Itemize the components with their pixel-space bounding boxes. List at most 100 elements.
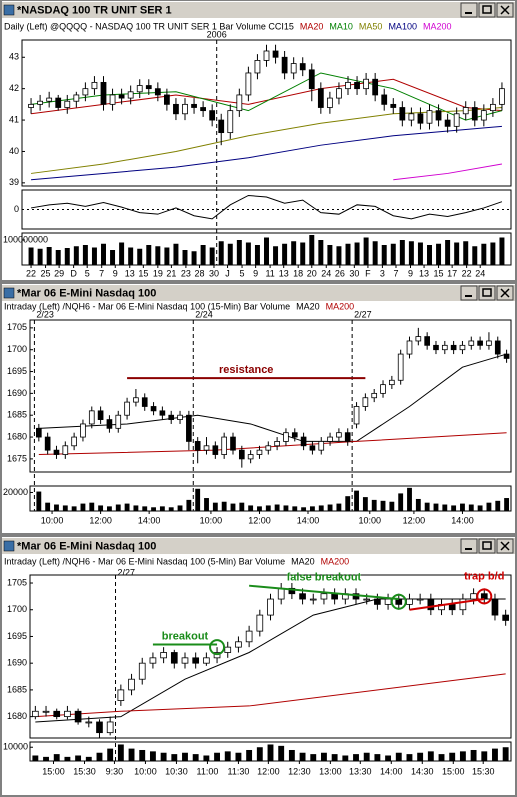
candle-body [186, 414, 192, 442]
candle-body [459, 598, 467, 611]
legend-entry: MA10 [329, 21, 353, 31]
volume-bar [273, 246, 279, 265]
y-tick-label: 1680 [7, 711, 27, 721]
volume-bar [460, 503, 465, 511]
candle-body [336, 88, 342, 99]
x-tick-label: 10:30 [165, 766, 188, 776]
maximize-button[interactable] [478, 2, 496, 18]
moving-average-line [30, 72, 503, 121]
candle-body [194, 441, 201, 451]
volume-bar [318, 240, 324, 265]
candle-body [256, 449, 263, 455]
candle-body [274, 441, 280, 447]
minimize-button[interactable] [460, 2, 478, 18]
candle-body [426, 110, 433, 124]
volume-bar [472, 246, 478, 265]
separator-label: 2/23 [36, 309, 54, 319]
candle-body [53, 449, 60, 455]
candle-body [82, 88, 89, 96]
volume-bar [267, 744, 274, 761]
volume-bar [203, 755, 210, 761]
volume-bar [82, 245, 88, 265]
candle-body [353, 406, 360, 425]
x-tick-label: 15:00 [42, 766, 65, 776]
annotation-line [409, 598, 485, 611]
candle-body [163, 94, 170, 105]
candle-body [444, 119, 451, 127]
volume-bar [318, 505, 324, 511]
volume-bar [282, 243, 288, 265]
x-tick-label: 9:30 [106, 766, 124, 776]
minimize-button[interactable] [460, 285, 478, 301]
volume-bar [209, 247, 215, 265]
candle-body [224, 646, 232, 653]
candle-body [55, 97, 62, 108]
maximize-button[interactable] [478, 285, 496, 301]
candle-body [154, 88, 161, 96]
window-frame [0, 282, 517, 535]
annotation-text: resistance [219, 364, 273, 376]
volume-bar [468, 504, 474, 511]
x-tick-label: 10:00 [41, 515, 64, 525]
annotation-circle [390, 593, 407, 610]
candle-body [384, 598, 392, 605]
candle-body [417, 113, 424, 124]
candle-body [390, 103, 397, 108]
minimize-button[interactable] [460, 538, 478, 554]
candle-body [397, 353, 404, 381]
candle-body [46, 97, 53, 102]
volume-bar [385, 755, 392, 761]
x-tick-label: 25 [41, 268, 51, 278]
volume-bar [291, 241, 297, 265]
candle-body [106, 419, 113, 429]
volume-bar [274, 504, 280, 511]
candle-body [37, 100, 44, 105]
candle-body [145, 85, 152, 90]
volume-bar [407, 487, 412, 511]
annotation-circle [476, 588, 493, 605]
candle-body [100, 81, 107, 105]
volume-bar [236, 240, 242, 265]
window-title: *Mar 06 E-Mini Nasdaq 100 [17, 287, 156, 299]
candle-body [433, 344, 439, 351]
x-tick-label: 12:00 [89, 515, 112, 525]
volume-bar [224, 751, 231, 761]
volume-bar [417, 242, 423, 265]
candle-body [109, 94, 116, 105]
x-tick-label: 9 [253, 268, 258, 278]
candle-body [247, 454, 254, 460]
x-tick-label: 14:00 [380, 766, 403, 776]
candle-body [415, 336, 422, 342]
volume-bar [168, 507, 174, 511]
volume-bar [492, 748, 498, 761]
y-tick-label: 1680 [7, 431, 27, 441]
candle-body [424, 336, 430, 346]
candle-body [320, 593, 328, 600]
x-tick-label: 11:30 [228, 766, 250, 776]
volume-bar [481, 243, 487, 265]
x-tick-label: 14:00 [138, 515, 161, 525]
x-tick-label: 19 [153, 268, 163, 278]
maximize-button[interactable] [478, 538, 496, 554]
x-tick-label: 11:00 [197, 766, 219, 776]
volume-bar [321, 752, 327, 761]
x-tick-label: 13:00 [319, 766, 342, 776]
volume-bar [212, 502, 218, 511]
x-tick-label: 15:30 [472, 766, 495, 776]
volume-bar [301, 507, 307, 511]
candle-body [486, 340, 492, 346]
volume-bar [504, 498, 510, 511]
moving-average-line [30, 78, 502, 115]
y-tick-label: 41 [9, 114, 19, 124]
candle-body [459, 344, 466, 351]
button-glyph [500, 5, 510, 15]
legend-entry: MA200 [423, 21, 452, 31]
candle-body [406, 340, 413, 355]
x-tick-label: F [365, 268, 371, 278]
volume-bar [363, 752, 370, 761]
volume-bar [353, 754, 359, 761]
candle-body [272, 50, 279, 58]
volume-bar [96, 752, 103, 761]
volume-bar [363, 237, 369, 265]
volume-bar [246, 749, 253, 761]
